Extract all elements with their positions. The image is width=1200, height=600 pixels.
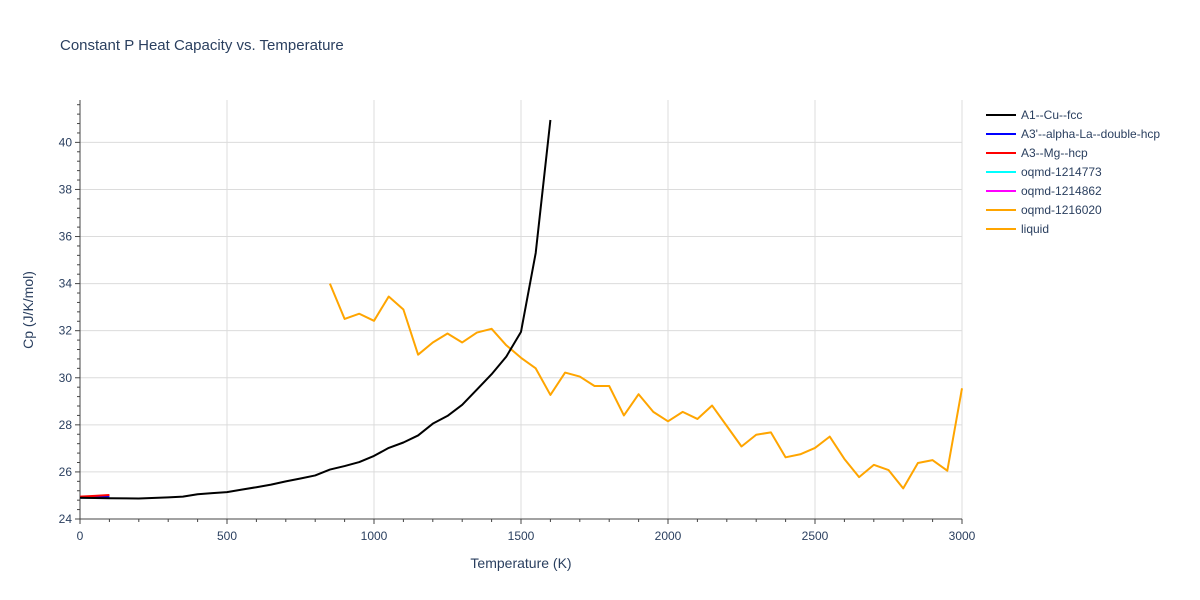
legend-label: oqmd-1216020 [1021, 203, 1102, 217]
x-axis-title: Temperature (K) [470, 555, 571, 571]
x-tick-label: 1000 [361, 529, 388, 543]
y-tick-label: 40 [59, 135, 73, 149]
legend-label: oqmd-1214773 [1021, 165, 1102, 179]
legend-label: A3--Mg--hcp [1021, 146, 1088, 160]
legend-item-oqmd-1216020[interactable]: oqmd-1216020 [986, 203, 1102, 217]
series-line-a3-mg-hcp[interactable] [79, 493, 110, 498]
legend-item-a3-mg-hcp[interactable]: A3--Mg--hcp [986, 146, 1088, 160]
y-tick-label: 38 [59, 182, 73, 196]
plot-area[interactable] [79, 119, 963, 500]
legend-item-liquid[interactable]: liquid [986, 222, 1049, 236]
y-tick-label: 28 [59, 418, 73, 432]
chart-title: Constant P Heat Capacity vs. Temperature [60, 37, 344, 54]
legend-item-a1-cu-fcc[interactable]: A1--Cu--fcc [986, 108, 1082, 122]
y-tick-label: 34 [59, 277, 73, 291]
y-tick-label: 32 [59, 324, 73, 338]
x-tick-label: 2000 [655, 529, 682, 543]
legend[interactable]: A1--Cu--fcc A3'--alpha-La--double-hcp A3--… [986, 108, 1160, 236]
axes: 0 500 1000 1500 2000 2500 3000 24 26 28 30 32 34 36 38… [59, 100, 976, 543]
legend-label: A1--Cu--fcc [1021, 108, 1082, 122]
x-tick-label: 0 [77, 529, 84, 543]
grid [80, 100, 963, 519]
y-axis-title: Cp (J/K/mol) [20, 271, 36, 349]
x-tick-label: 2500 [802, 529, 829, 543]
y-tick-label: 24 [59, 512, 73, 526]
series-line-a1-cu-fcc[interactable] [79, 119, 552, 500]
legend-label: liquid [1021, 222, 1049, 236]
legend-label: A3'--alpha-La--double-hcp [1021, 127, 1160, 141]
x-tick-label: 3000 [949, 529, 976, 543]
legend-item-oqmd-1214773[interactable]: oqmd-1214773 [986, 165, 1102, 179]
y-tick-label: 30 [59, 371, 73, 385]
y-tick-label: 26 [59, 465, 73, 479]
series-line-liquid[interactable] [328, 283, 963, 490]
x-tick-label: 500 [217, 529, 237, 543]
legend-item-oqmd-1214862[interactable]: oqmd-1214862 [986, 184, 1102, 198]
x-tick-label: 1500 [508, 529, 535, 543]
legend-item-a3-alpha-la-double-hcp[interactable]: A3'--alpha-La--double-hcp [986, 127, 1160, 141]
y-tick-label: 36 [59, 230, 73, 244]
legend-label: oqmd-1214862 [1021, 184, 1102, 198]
